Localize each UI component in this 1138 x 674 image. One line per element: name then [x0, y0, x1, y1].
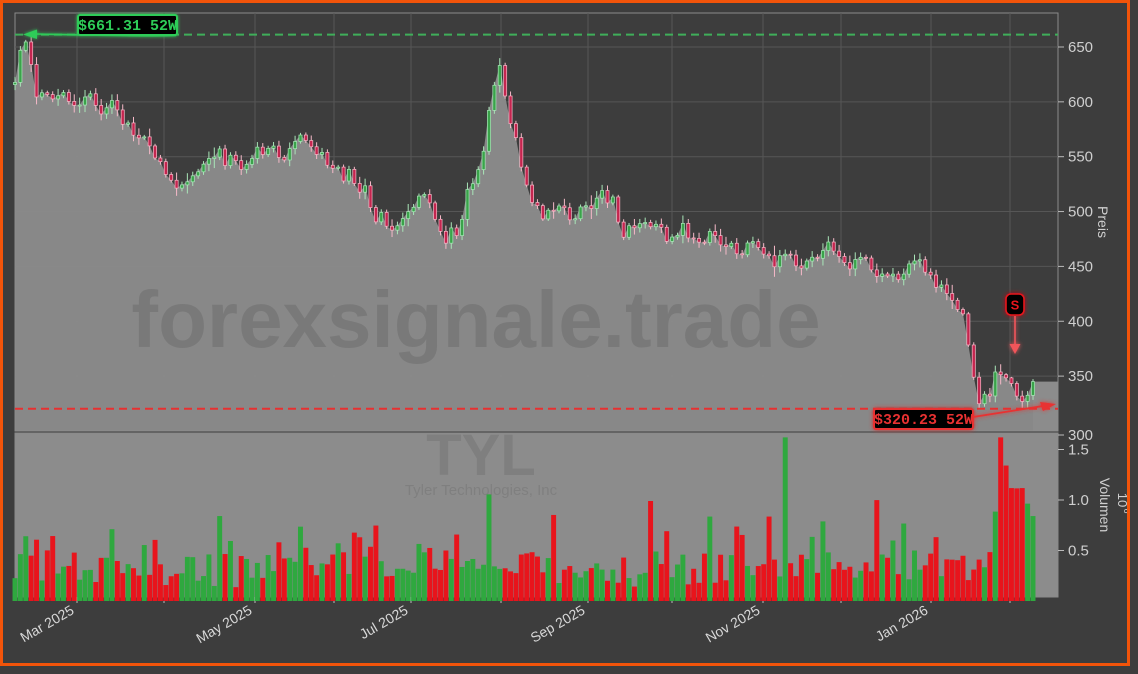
svg-text:TYL: TYL: [426, 423, 536, 488]
svg-text:Preis: Preis: [1095, 206, 1111, 238]
svg-text:650: 650: [1068, 39, 1093, 56]
svg-text:1.0: 1.0: [1068, 492, 1089, 509]
svg-text:0.5: 0.5: [1068, 543, 1089, 560]
svg-text:600: 600: [1068, 94, 1093, 111]
svg-text:1.5: 1.5: [1068, 442, 1089, 459]
svg-text:Volumen: Volumen: [1097, 478, 1113, 532]
svg-text:$661.31 52W: $661.31 52W: [78, 18, 177, 35]
svg-text:550: 550: [1068, 149, 1093, 166]
svg-text:$320.23 52W: $320.23 52W: [874, 412, 973, 429]
svg-text:350: 350: [1068, 368, 1093, 385]
svg-text:6: 6: [1122, 508, 1130, 513]
svg-text:S: S: [1011, 298, 1020, 313]
svg-text:300: 300: [1068, 427, 1093, 444]
svg-text:10: 10: [1115, 493, 1130, 507]
svg-text:Tyler Technologies, Inc: Tyler Technologies, Inc: [405, 482, 558, 499]
svg-text:450: 450: [1068, 258, 1093, 275]
svg-text:forexsignale.trade: forexsignale.trade: [131, 275, 820, 364]
svg-text:500: 500: [1068, 204, 1093, 221]
svg-text:400: 400: [1068, 313, 1093, 330]
